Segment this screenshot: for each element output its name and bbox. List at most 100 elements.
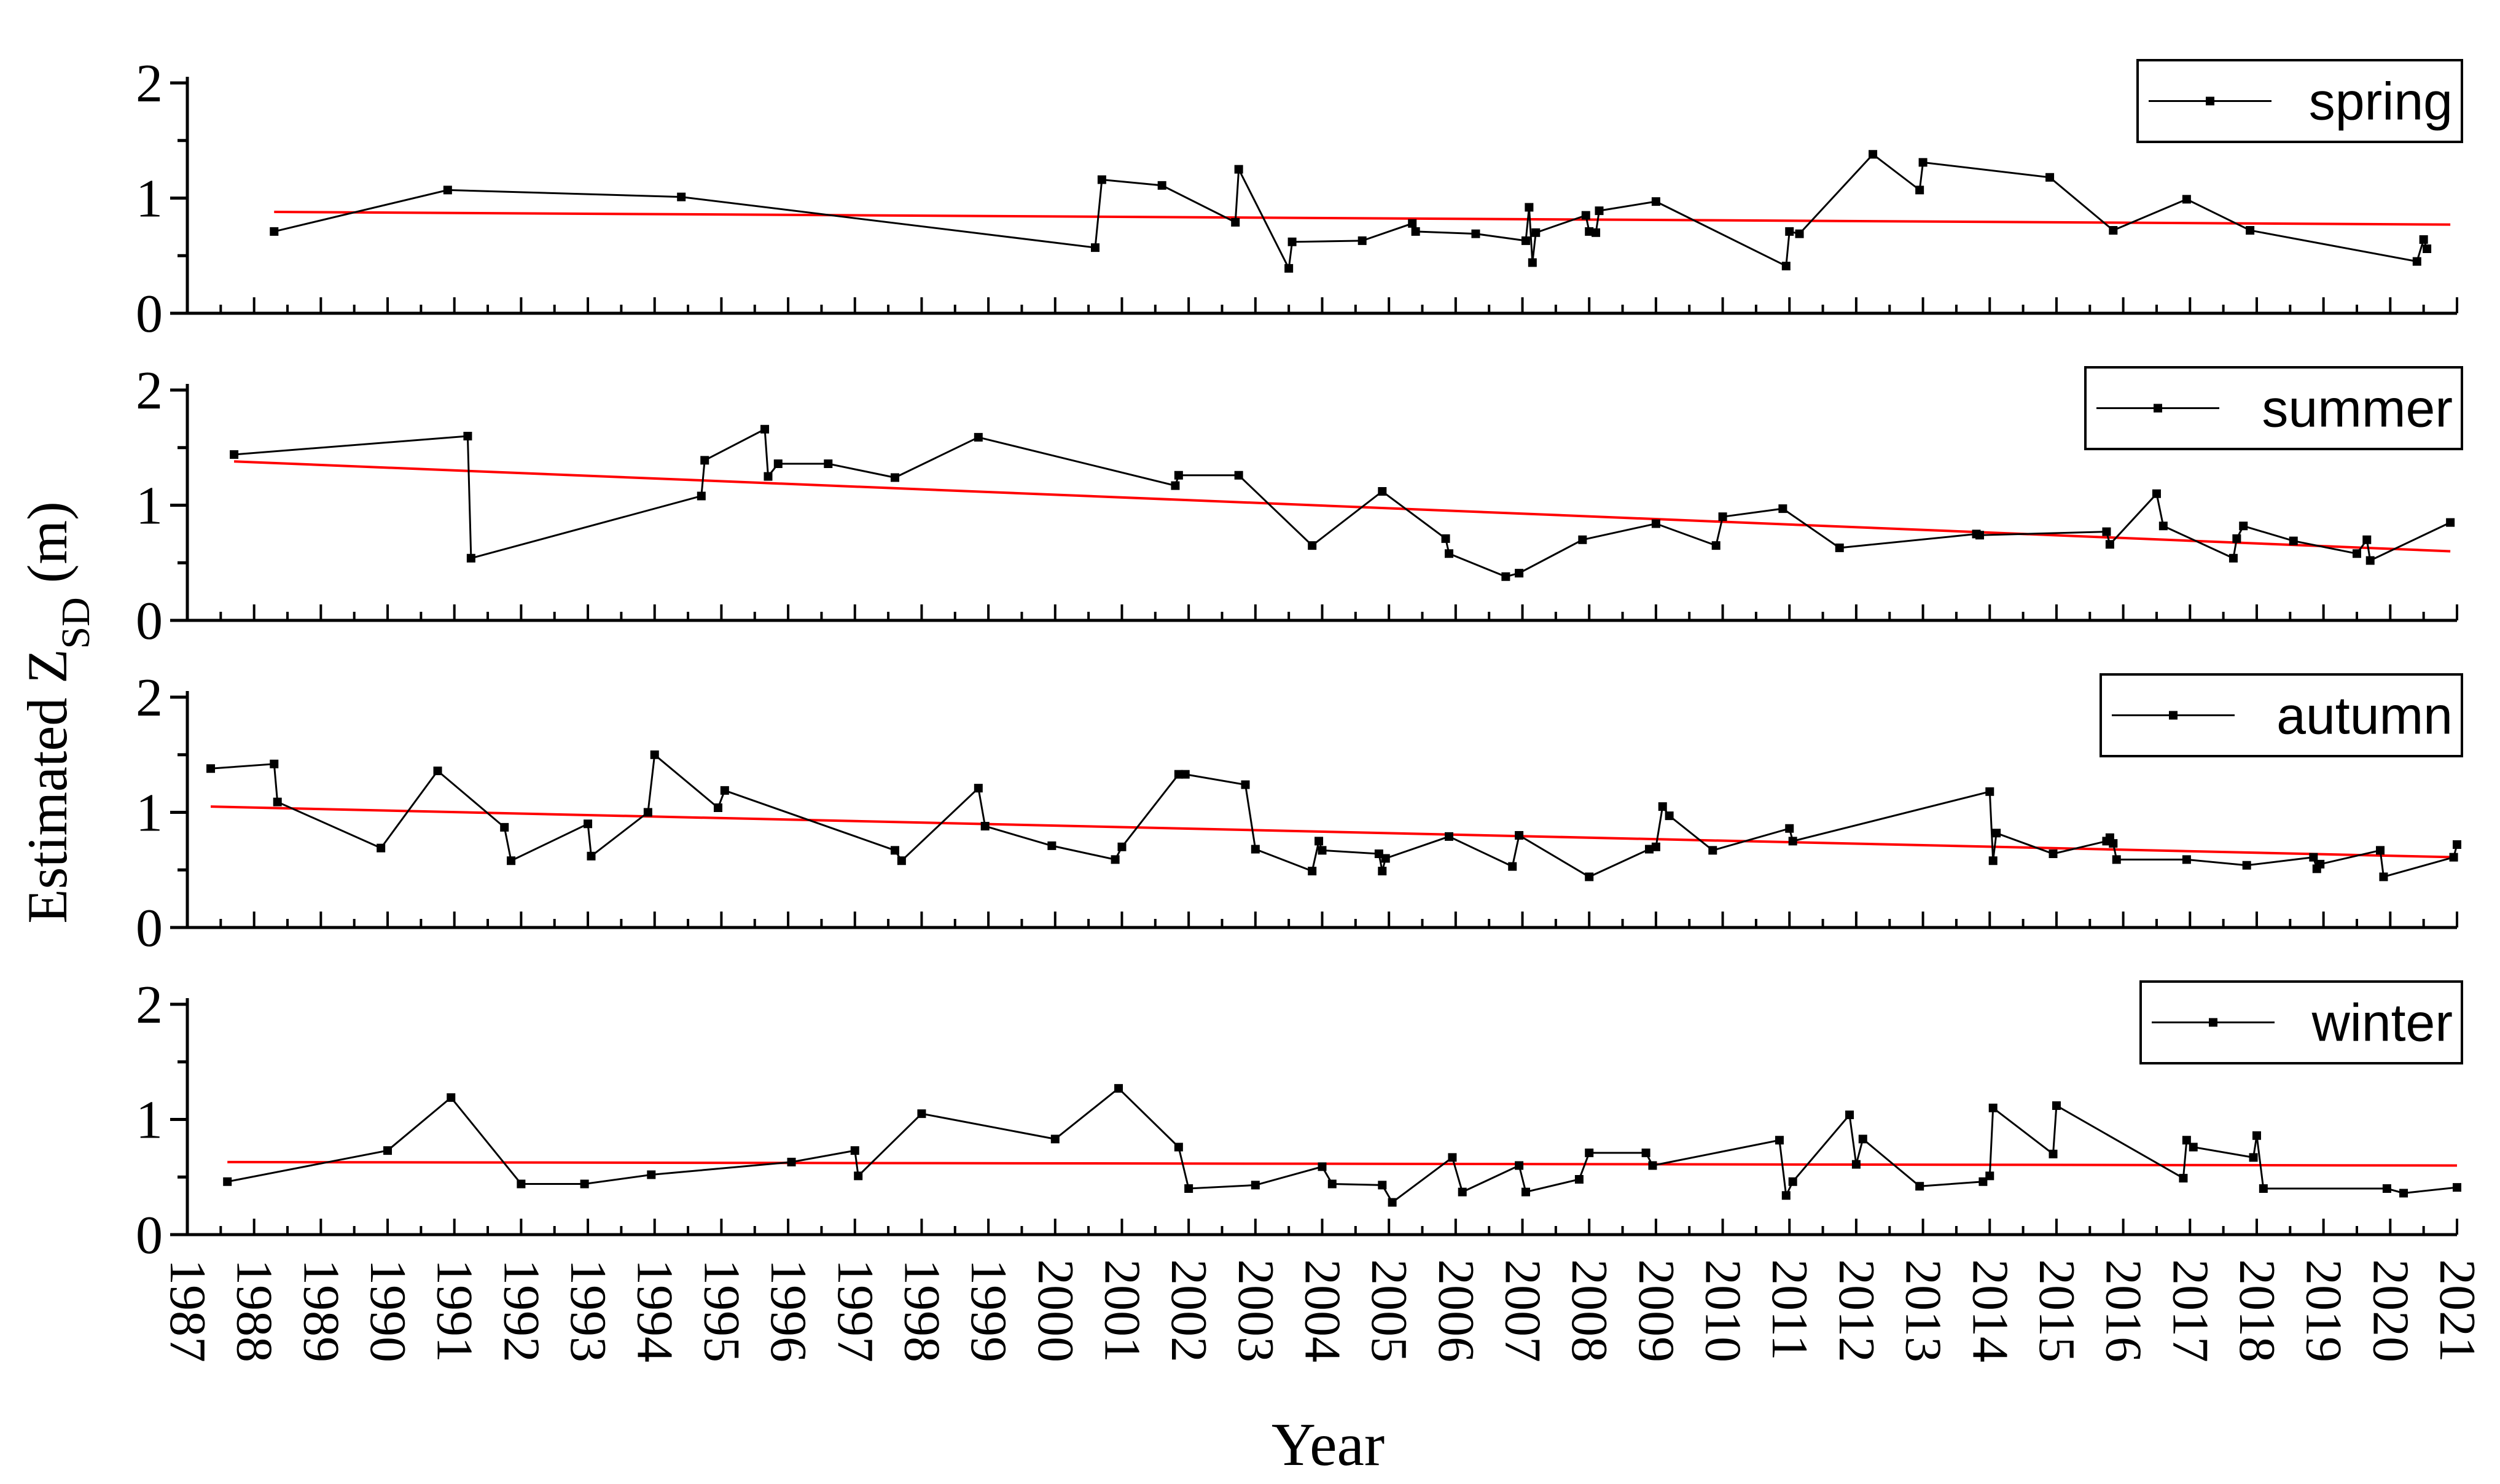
data-point bbox=[980, 822, 990, 830]
data-point bbox=[2309, 853, 2318, 862]
data-point bbox=[1091, 243, 1100, 252]
data-point bbox=[700, 456, 709, 465]
data-point bbox=[377, 843, 386, 853]
y-tick-label: 2 bbox=[136, 54, 163, 114]
data-point bbox=[2446, 518, 2455, 527]
data-point bbox=[1318, 846, 1327, 855]
x-tick-label: 1998 bbox=[893, 1259, 950, 1362]
x-tick-label: 1995 bbox=[693, 1259, 750, 1362]
data-point bbox=[1869, 150, 1878, 159]
data-point bbox=[1515, 1161, 1524, 1170]
y-tick-label: 1 bbox=[136, 477, 163, 536]
x-tick-label: 2019 bbox=[2295, 1259, 2353, 1362]
data-point bbox=[1988, 856, 1998, 865]
y-axis-label: Estimated ZSD (m) bbox=[16, 501, 98, 923]
data-point bbox=[1047, 841, 1057, 850]
data-point bbox=[2249, 1153, 2258, 1162]
data-point bbox=[1374, 849, 1383, 858]
data-point bbox=[2102, 527, 2111, 536]
data-point bbox=[2362, 535, 2372, 544]
data-point bbox=[1521, 1187, 1530, 1197]
x-tick-label: 1990 bbox=[359, 1259, 416, 1362]
legend-label: spring bbox=[2309, 72, 2453, 131]
data-point bbox=[2379, 872, 2388, 881]
data-point bbox=[1284, 264, 1294, 273]
x-tick-label: 2004 bbox=[1294, 1259, 1351, 1362]
data-point bbox=[1788, 1177, 1797, 1186]
data-point bbox=[1595, 206, 1604, 216]
panel-autumn: 0 1 2 autumn bbox=[136, 668, 2463, 958]
data-point bbox=[1835, 543, 1844, 552]
data-point bbox=[1181, 770, 1190, 779]
legend-marker bbox=[2206, 96, 2214, 106]
legend-label: summer bbox=[2262, 380, 2453, 439]
x-tick-label: 2016 bbox=[2095, 1259, 2152, 1362]
data-point bbox=[2158, 521, 2168, 531]
data-point bbox=[2049, 849, 2058, 858]
data-point bbox=[697, 491, 706, 501]
data-point bbox=[1658, 802, 1667, 811]
x-tick-label: 2003 bbox=[1227, 1259, 1284, 1362]
data-point bbox=[787, 1157, 796, 1166]
data-point bbox=[760, 424, 770, 434]
data-point bbox=[2453, 1183, 2461, 1192]
data-point bbox=[2182, 1136, 2191, 1145]
data-point bbox=[1781, 262, 1791, 271]
data-point bbox=[1251, 1181, 1260, 1190]
y-tick-label: 2 bbox=[136, 975, 163, 1035]
x-tick-label: 2015 bbox=[2028, 1259, 2085, 1362]
data-point bbox=[1234, 471, 1243, 480]
data-point bbox=[2246, 226, 2255, 235]
data-point bbox=[1778, 504, 1787, 514]
data-point bbox=[1308, 541, 1317, 550]
y-tick-label: 1 bbox=[136, 784, 163, 843]
data-point bbox=[2412, 257, 2421, 266]
data-point bbox=[1992, 829, 2001, 838]
y-axis-label-subscript: SD bbox=[53, 597, 98, 649]
x-tick-label: 2005 bbox=[1361, 1259, 1418, 1362]
data-point bbox=[2376, 846, 2385, 855]
data-point bbox=[1651, 842, 1660, 851]
x-tick-label: 1988 bbox=[226, 1259, 283, 1362]
x-tick-label: 2010 bbox=[1695, 1259, 1752, 1362]
data-point bbox=[1308, 867, 1317, 876]
data-point bbox=[1708, 846, 1717, 855]
data-point bbox=[1528, 258, 1537, 267]
x-tick-label: 1999 bbox=[960, 1259, 1017, 1362]
data-point bbox=[517, 1179, 526, 1189]
data-point bbox=[1241, 780, 1250, 789]
data-point bbox=[2232, 534, 2241, 543]
data-point bbox=[1318, 1162, 1327, 1171]
data-point bbox=[1381, 854, 1390, 863]
data-point bbox=[650, 750, 659, 759]
data-point bbox=[2109, 226, 2118, 235]
data-point bbox=[854, 1171, 863, 1181]
data-point bbox=[647, 1170, 656, 1179]
data-point bbox=[917, 1109, 926, 1119]
x-tick-label: 2013 bbox=[1895, 1259, 1952, 1362]
data-point bbox=[2453, 840, 2461, 849]
data-point bbox=[2105, 540, 2114, 549]
data-point bbox=[713, 803, 722, 812]
data-point bbox=[2229, 553, 2238, 563]
data-point bbox=[2423, 244, 2432, 253]
x-tick-label: 2006 bbox=[1428, 1259, 1485, 1362]
data-point bbox=[447, 1093, 456, 1102]
data-point bbox=[1979, 1177, 1988, 1186]
data-point bbox=[2182, 855, 2191, 864]
data-point bbox=[1521, 236, 1530, 245]
data-point bbox=[1711, 541, 1721, 550]
data-point bbox=[1915, 186, 1924, 195]
x-axis-label: Year bbox=[1271, 1410, 1385, 1478]
data-point bbox=[824, 459, 833, 468]
x-tick-label: 2018 bbox=[2229, 1259, 2286, 1362]
data-point bbox=[1592, 228, 1601, 237]
x-tick-label: 2011 bbox=[1761, 1259, 1818, 1361]
data-point bbox=[974, 784, 983, 793]
data-point bbox=[1408, 219, 1417, 228]
data-point bbox=[1585, 872, 1594, 881]
data-point bbox=[850, 1146, 859, 1155]
data-point bbox=[1458, 1187, 1467, 1197]
